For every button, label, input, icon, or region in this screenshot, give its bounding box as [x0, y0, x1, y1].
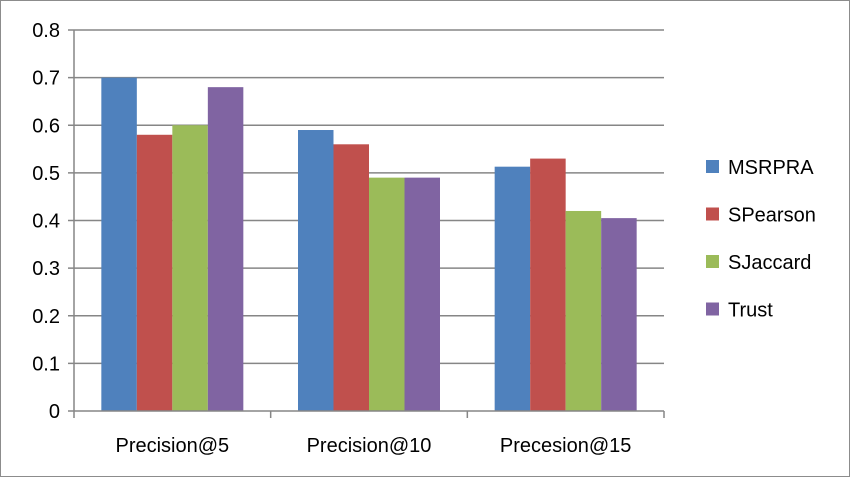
axes: 0 0.1 0.2 0.3 0.4 0.5 0.6 0.7 0.8 Precision@5 Prec… — [32, 20, 665, 457]
bar-msrpra-2 — [298, 130, 334, 411]
x-category-label: Precision@10 — [307, 435, 432, 457]
legend-label-sjaccard: SJaccard — [728, 252, 811, 274]
legend-swatch-spearson — [706, 207, 719, 221]
y-tick-label: 0.3 — [32, 258, 60, 280]
legend-swatch-sjaccard — [706, 255, 719, 268]
bar-sjaccard-1 — [172, 125, 208, 411]
bar-trust-3 — [601, 218, 637, 411]
y-tick-label: 0.5 — [32, 163, 60, 185]
y-tick-label: 0.7 — [32, 68, 60, 90]
y-tick-label: 0.1 — [32, 353, 60, 375]
bar-trust-1 — [207, 87, 244, 412]
bar-trust-2 — [404, 177, 440, 411]
x-category-label: Precesion@15 — [500, 435, 631, 457]
legend-swatch-msrpra — [706, 160, 719, 173]
bar-sjaccard-2 — [369, 177, 405, 411]
x-category-label: Precision@5 — [115, 435, 229, 457]
legend-label-spearson: SPearson — [728, 205, 816, 227]
y-tick-label: 0.6 — [32, 115, 60, 137]
legend: MSRPRA SPearson SJaccard Trust — [706, 157, 816, 322]
legend-label-msrpra: MSRPRA — [728, 157, 814, 179]
legend-label-trust: Trust — [728, 300, 773, 322]
bar-spearson-1 — [136, 134, 173, 411]
bar-msrpra-3 — [494, 166, 531, 411]
bar-sjaccard-3 — [565, 210, 602, 411]
y-tick-label: 0.8 — [32, 20, 60, 42]
bar-spearson-3 — [530, 158, 566, 411]
legend-swatch-trust — [706, 302, 719, 316]
bars — [101, 77, 637, 412]
y-tick-label: 0 — [49, 401, 60, 423]
bar-spearson-2 — [333, 144, 369, 412]
y-tick-label: 0.2 — [32, 306, 60, 328]
y-tick-label: 0.4 — [32, 211, 60, 233]
bar-msrpra-1 — [101, 77, 137, 411]
